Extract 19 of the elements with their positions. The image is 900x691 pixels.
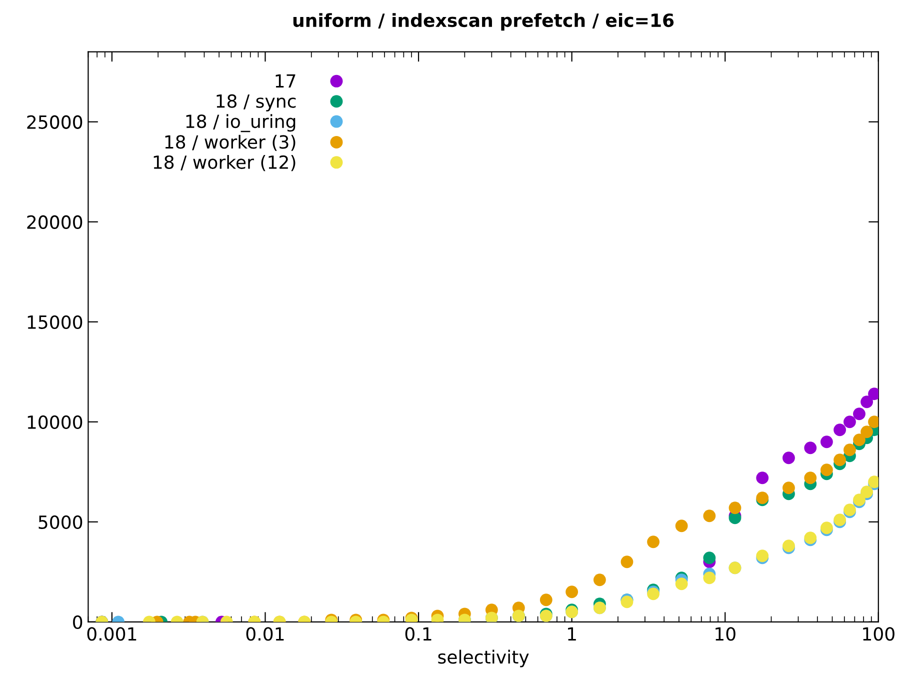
x-tick-label: 10 [716,627,736,641]
legend-label: 18 / worker (3) [165,134,296,151]
y-tick-label: 0 [73,615,82,630]
x-tick-label: 100 [863,627,894,641]
x-tick-label: 0.1 [405,627,432,641]
y-tick-label: 15000 [28,315,82,329]
y-tick-label: 10000 [28,415,82,429]
legend-label: 18 / worker (12) [154,155,296,172]
legend-label: 18 / sync [216,94,296,112]
y-tick-label: 20000 [27,215,82,229]
legend-label: 18 / io_uring [186,114,296,132]
x-tick-label: 0.001 [87,627,136,641]
y-tick-label: 25000 [27,115,82,129]
y-tick-label: 5000 [38,515,82,530]
x-axis-title: selectivity [438,650,529,668]
x-tick-label: 1 [568,627,576,640]
x-tick-label: 0.01 [246,627,284,641]
chart-title: uniform / indexscan prefetch / eic=16 [293,13,674,31]
legend-label: 17 [276,74,296,88]
